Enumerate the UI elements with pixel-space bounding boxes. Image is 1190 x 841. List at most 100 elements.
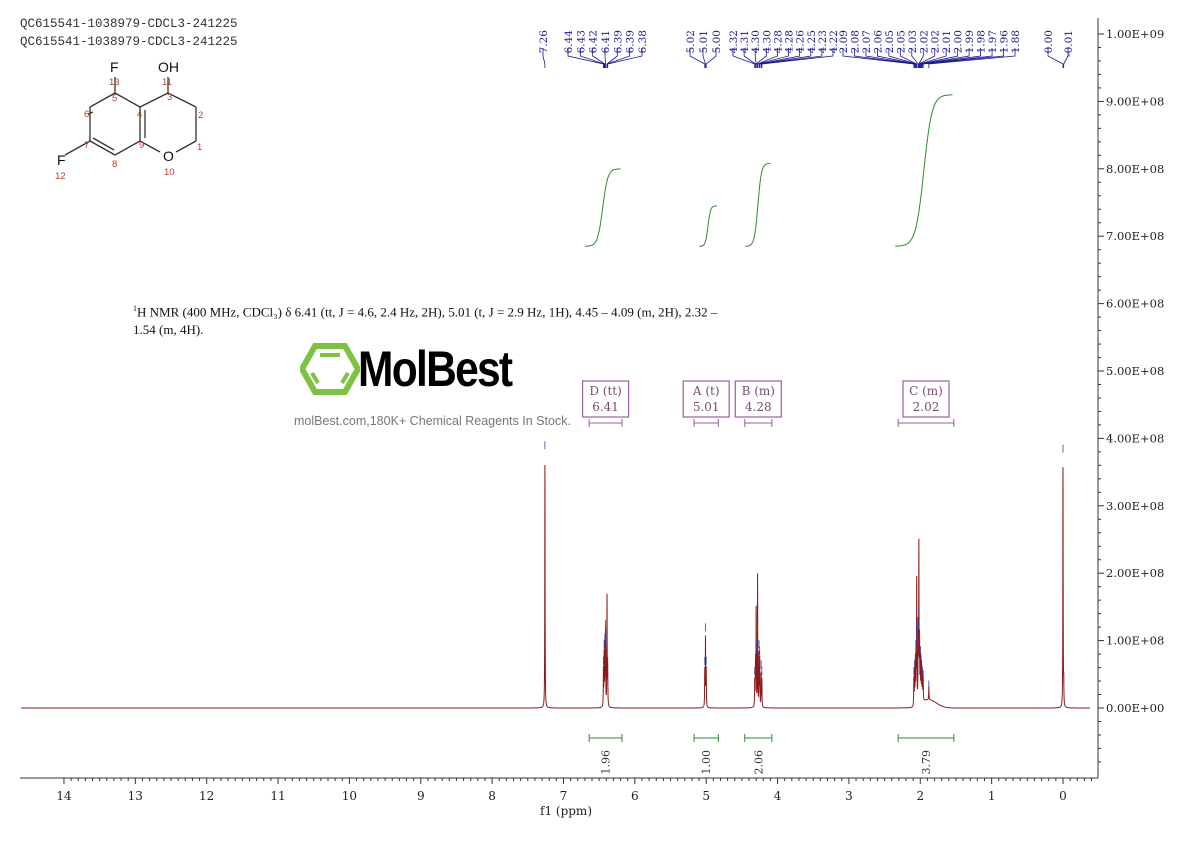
peak-label: 2.07 (861, 30, 873, 53)
peak-label-connector (702, 48, 706, 68)
atom-number: 7 (84, 140, 89, 151)
integral-range (588, 734, 623, 742)
integral-range (744, 734, 773, 742)
peak-label: 7.26 (538, 30, 550, 54)
y-tick-label: 1.00E+09 (1106, 27, 1164, 41)
peak-label-connector (760, 48, 823, 68)
peak-label: 2.01 (941, 30, 953, 53)
peak-label-connector (606, 48, 631, 68)
hexagon-logo-icon (298, 343, 362, 395)
peak-label-connector (921, 48, 981, 68)
atom-oh: OH (158, 59, 179, 75)
peak-label: 2.03 (907, 30, 919, 53)
integral-value: 2.06 (752, 750, 765, 775)
peak-label: -0.01 (1063, 30, 1075, 57)
multiplet-shift: 2.02 (913, 400, 940, 414)
multiplet-label: C (m) (909, 384, 943, 398)
x-tick-label: 1 (988, 789, 996, 803)
peak-label: 2.05 (884, 30, 896, 53)
peak-label-connector (604, 48, 606, 68)
atom-f12: F (57, 152, 66, 168)
x-tick-label: 9 (417, 789, 425, 803)
multiplet-box (734, 380, 782, 418)
integral-curve (895, 94, 953, 247)
peak-label-connector (743, 48, 756, 68)
atom-number: 2 (198, 110, 203, 121)
peak-label: 4.31 (739, 30, 751, 53)
peak-label: 1.88 (1010, 30, 1022, 53)
nmr-sup: 1 (133, 304, 137, 313)
peak-label: 1.98 (976, 30, 988, 53)
x-tick-label: 2 (916, 789, 924, 803)
watermark-brand: MolBest (358, 341, 513, 397)
peak-label-connector (607, 48, 643, 68)
x-tick-label: 13 (128, 789, 143, 803)
x-tick-label: 3 (845, 789, 853, 803)
spectrum-line (21, 464, 1090, 709)
peak-label-connector (919, 48, 959, 68)
atom-number: 4 (137, 109, 142, 120)
multiplet-box (581, 380, 630, 418)
peak-label-connector (542, 48, 546, 68)
x-axis-label: f1 (ppm) (540, 804, 592, 818)
peak-label: 4.25 (806, 30, 818, 53)
x-tick-label: 5 (702, 789, 710, 803)
peak-label-connector (732, 48, 756, 68)
peak-label-connector (922, 48, 1004, 68)
peak-label: 6.41 (600, 30, 612, 53)
peak-label-connector (842, 48, 915, 68)
peak-label: 6.38 (637, 30, 649, 53)
y-tick-label: 4.00E+08 (1106, 431, 1164, 445)
peak-label: 4.28 (772, 30, 784, 53)
integral-value: 3.79 (920, 750, 933, 775)
peak-label: 2.09 (838, 30, 850, 53)
peak-label: 5.02 (685, 30, 697, 53)
x-tick-label: 0 (1059, 789, 1067, 803)
watermark-logo (298, 343, 362, 399)
multiplet-range (588, 419, 623, 427)
sample-id-1: QC615541-1038979-CDCL3-241225 (20, 17, 238, 31)
y-tick-label: 0.00E+00 (1106, 701, 1164, 715)
x-tick-label: 14 (56, 789, 72, 803)
watermark-tagline: molBest.com,180K+ Chemical Reagents In S… (294, 414, 571, 428)
peak-label: 4.30 (750, 30, 762, 53)
atom-number: 6 (84, 109, 89, 120)
integral-value: 1.00 (700, 750, 713, 775)
peak-label: 6.39 (625, 30, 637, 53)
multiplet-box (682, 380, 730, 418)
peak-label: 2.00 (953, 30, 965, 53)
peak-label: 5.00 (711, 30, 723, 53)
peak-label: 6.42 (588, 30, 600, 53)
peak-label: 4.26 (795, 30, 807, 54)
peak-label: 4.30 (761, 30, 773, 53)
integral-range (693, 734, 719, 742)
peak-label: 5.01 (698, 30, 710, 53)
peak-label-connector (865, 48, 916, 68)
multiplet-range (693, 419, 719, 427)
peak-label: 1.97 (987, 30, 999, 53)
integral-curve (699, 205, 717, 247)
atom-number: 11 (162, 77, 172, 88)
multiplet-label: D (tt) (589, 384, 621, 398)
peak-label-connector (759, 48, 812, 68)
peak-label-connector (919, 48, 947, 68)
atom-o: O (163, 148, 174, 164)
x-tick-label: 11 (270, 789, 285, 803)
y-tick-label: 3.00E+08 (1106, 499, 1164, 513)
peak-label: 2.08 (849, 30, 861, 53)
peak-label-connector (758, 48, 801, 68)
peak-label-connector (705, 48, 717, 68)
multiplet-label: B (m) (742, 384, 775, 398)
peak-label: 6.43 (575, 30, 587, 53)
atom-number: 5 (112, 93, 117, 104)
atom-number: 12 (55, 171, 66, 182)
x-tick-label: 8 (488, 789, 496, 803)
peak-label: 2.02 (930, 30, 942, 53)
peak-label-connector (877, 48, 917, 68)
peak-label: 6.39 (612, 30, 624, 53)
peak-label-connector (899, 48, 918, 68)
multiplet-range (744, 419, 773, 427)
peak-label: 6.44 (563, 30, 575, 54)
peak-label-connector (928, 48, 1016, 68)
